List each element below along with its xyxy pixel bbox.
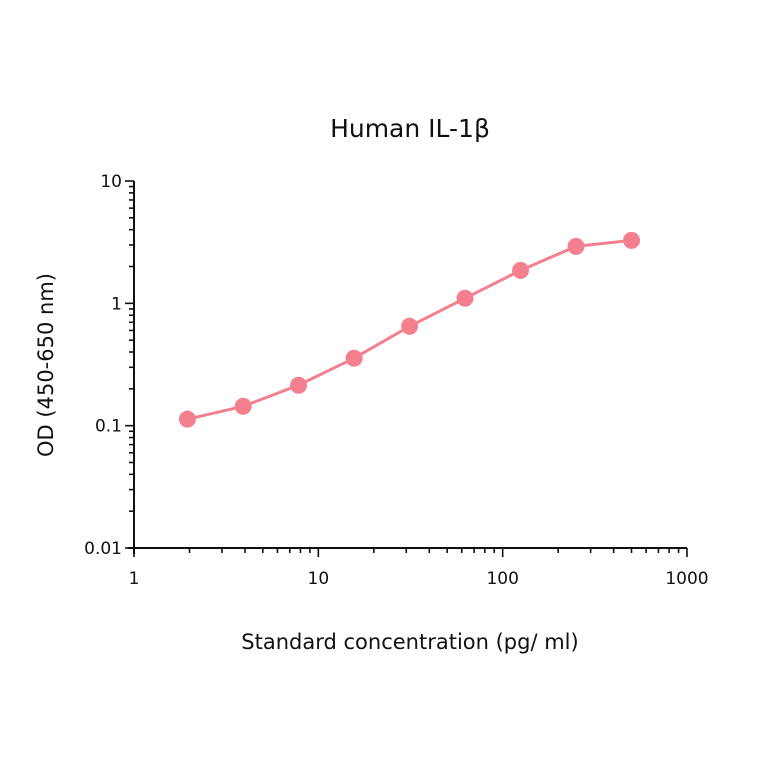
data-point xyxy=(456,289,474,307)
x-tick-label: 1 xyxy=(129,569,140,589)
y-tick-label: 0.1 xyxy=(95,417,122,437)
y-axis: 0.01 0.1 1 10 xyxy=(84,172,135,559)
data-point xyxy=(178,410,196,428)
x-tick-label: 1000 xyxy=(665,569,708,589)
data-point xyxy=(623,231,641,249)
data-point xyxy=(512,261,530,279)
data-point xyxy=(567,237,585,255)
data-series xyxy=(178,231,641,428)
y-tick-label: 0.01 xyxy=(84,539,122,559)
chart-title: Human IL-1β xyxy=(330,114,490,143)
y-axis-label: OD (450-650 nm) xyxy=(34,273,58,457)
x-axis-label: Standard concentration (pg/ ml) xyxy=(241,630,578,654)
x-tick-label: 100 xyxy=(486,569,518,589)
x-axis: 1 10 100 1000 xyxy=(128,547,709,589)
data-point xyxy=(401,317,419,335)
y-tick-label: 10 xyxy=(100,172,122,192)
data-point xyxy=(234,397,252,415)
data-point xyxy=(345,349,363,367)
x-tick-label: 10 xyxy=(308,569,330,589)
y-tick-label: 1 xyxy=(111,294,122,314)
data-point xyxy=(290,376,308,394)
